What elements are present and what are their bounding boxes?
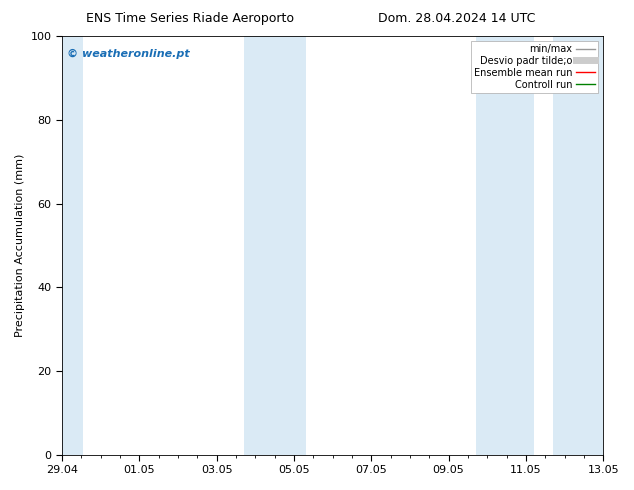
Bar (60, 36, 83, 455)
Bar (476, 36, 534, 455)
Bar (243, 36, 306, 455)
Y-axis label: Precipitation Accumulation (mm): Precipitation Accumulation (mm) (15, 154, 25, 337)
Bar (553, 36, 605, 455)
Text: Dom. 28.04.2024 14 UTC: Dom. 28.04.2024 14 UTC (378, 12, 535, 25)
Legend: min/max, Desvio padr tilde;o, Ensemble mean run, Controll run: min/max, Desvio padr tilde;o, Ensemble m… (470, 41, 598, 93)
Text: ENS Time Series Riade Aeroporto: ENS Time Series Riade Aeroporto (86, 12, 294, 25)
Text: © weatheronline.pt: © weatheronline.pt (67, 49, 190, 59)
